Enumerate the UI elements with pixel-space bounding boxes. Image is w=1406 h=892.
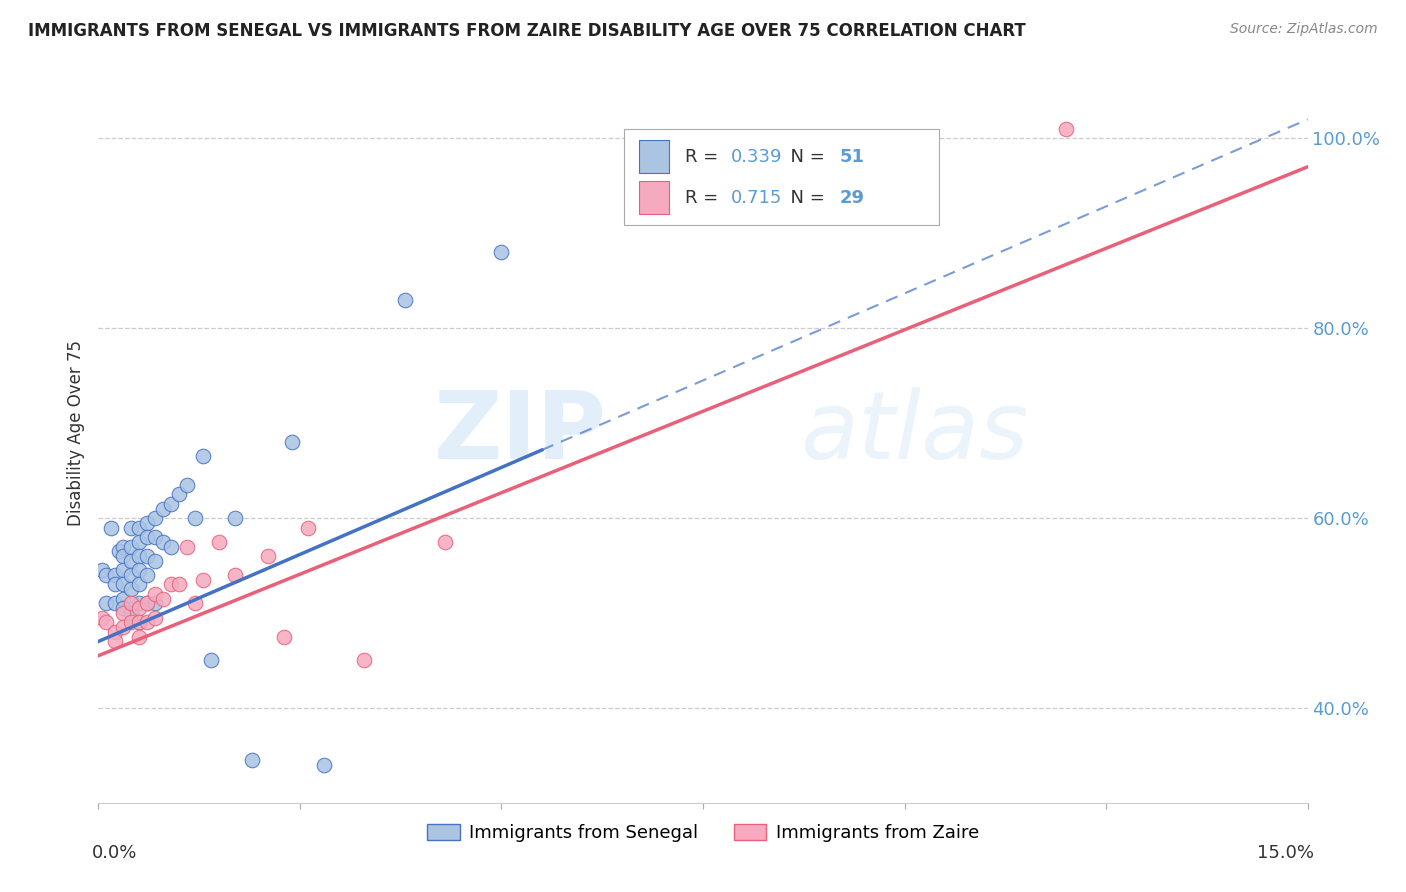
- Point: [103, 568, 125, 582]
- Point: [281, 435, 304, 450]
- Legend: Immigrants from Senegal, Immigrants from Zaire: Immigrants from Senegal, Immigrants from…: [420, 816, 986, 849]
- Point: [314, 757, 336, 772]
- Point: [208, 534, 231, 549]
- Point: [353, 653, 375, 667]
- Point: [240, 753, 263, 767]
- Point: [224, 511, 246, 525]
- Point: [143, 597, 166, 611]
- Text: 0.715: 0.715: [731, 188, 782, 207]
- Text: 15.0%: 15.0%: [1257, 844, 1313, 862]
- Point: [160, 577, 183, 591]
- Point: [120, 606, 142, 620]
- Point: [128, 563, 150, 577]
- Point: [128, 615, 150, 630]
- Point: [128, 534, 150, 549]
- Text: ZIP: ZIP: [433, 386, 606, 479]
- Text: 0.339: 0.339: [731, 148, 782, 166]
- Text: 51: 51: [839, 148, 865, 166]
- Point: [111, 540, 134, 554]
- Point: [1054, 121, 1077, 136]
- Point: [96, 615, 118, 630]
- Point: [128, 520, 150, 534]
- Point: [128, 615, 150, 630]
- Point: [135, 597, 157, 611]
- Point: [100, 520, 122, 534]
- Point: [135, 516, 157, 530]
- Point: [128, 577, 150, 591]
- Bar: [638, 140, 669, 173]
- Text: 29: 29: [839, 188, 865, 207]
- Point: [394, 293, 416, 307]
- Point: [143, 530, 166, 544]
- Point: [184, 597, 207, 611]
- Point: [152, 591, 174, 606]
- Point: [111, 601, 134, 615]
- Point: [152, 501, 174, 516]
- Point: [143, 511, 166, 525]
- Point: [96, 568, 118, 582]
- Point: [111, 620, 134, 634]
- Point: [135, 530, 157, 544]
- Point: [143, 587, 166, 601]
- Point: [135, 615, 157, 630]
- Point: [103, 634, 125, 648]
- FancyBboxPatch shape: [624, 129, 939, 226]
- Point: [128, 549, 150, 563]
- Point: [135, 549, 157, 563]
- Point: [184, 511, 207, 525]
- Text: R =: R =: [685, 188, 724, 207]
- Point: [434, 534, 457, 549]
- Point: [111, 591, 134, 606]
- Point: [120, 520, 142, 534]
- Point: [193, 573, 215, 587]
- Point: [256, 549, 278, 563]
- Point: [120, 615, 142, 630]
- Text: IMMIGRANTS FROM SENEGAL VS IMMIGRANTS FROM ZAIRE DISABILITY AGE OVER 75 CORRELAT: IMMIGRANTS FROM SENEGAL VS IMMIGRANTS FR…: [28, 22, 1026, 40]
- Point: [135, 597, 157, 611]
- Point: [128, 597, 150, 611]
- Point: [193, 450, 215, 464]
- Point: [273, 630, 295, 644]
- Point: [224, 568, 246, 582]
- Point: [128, 601, 150, 615]
- Point: [200, 653, 222, 667]
- Y-axis label: Disability Age Over 75: Disability Age Over 75: [66, 340, 84, 525]
- Point: [91, 610, 114, 624]
- Bar: [638, 181, 669, 214]
- Point: [491, 245, 513, 260]
- Point: [120, 568, 142, 582]
- Point: [143, 554, 166, 568]
- Point: [111, 577, 134, 591]
- Point: [152, 534, 174, 549]
- Point: [111, 549, 134, 563]
- Point: [111, 606, 134, 620]
- Point: [176, 478, 198, 492]
- Point: [103, 597, 125, 611]
- Point: [120, 554, 142, 568]
- Point: [160, 497, 183, 511]
- Point: [120, 597, 142, 611]
- Point: [91, 563, 114, 577]
- Point: [143, 610, 166, 624]
- Text: 0.0%: 0.0%: [93, 844, 138, 862]
- Point: [297, 520, 319, 534]
- Point: [160, 540, 183, 554]
- Point: [103, 577, 125, 591]
- Point: [176, 540, 198, 554]
- Point: [167, 487, 190, 501]
- Text: R =: R =: [685, 148, 724, 166]
- Text: N =: N =: [779, 148, 831, 166]
- Point: [103, 624, 125, 639]
- Text: atlas: atlas: [800, 387, 1028, 478]
- Point: [96, 597, 118, 611]
- Point: [120, 582, 142, 597]
- Text: N =: N =: [779, 188, 831, 207]
- Text: Source: ZipAtlas.com: Source: ZipAtlas.com: [1230, 22, 1378, 37]
- Point: [167, 577, 190, 591]
- Point: [107, 544, 129, 558]
- Point: [120, 540, 142, 554]
- Point: [135, 568, 157, 582]
- Point: [128, 630, 150, 644]
- Point: [111, 563, 134, 577]
